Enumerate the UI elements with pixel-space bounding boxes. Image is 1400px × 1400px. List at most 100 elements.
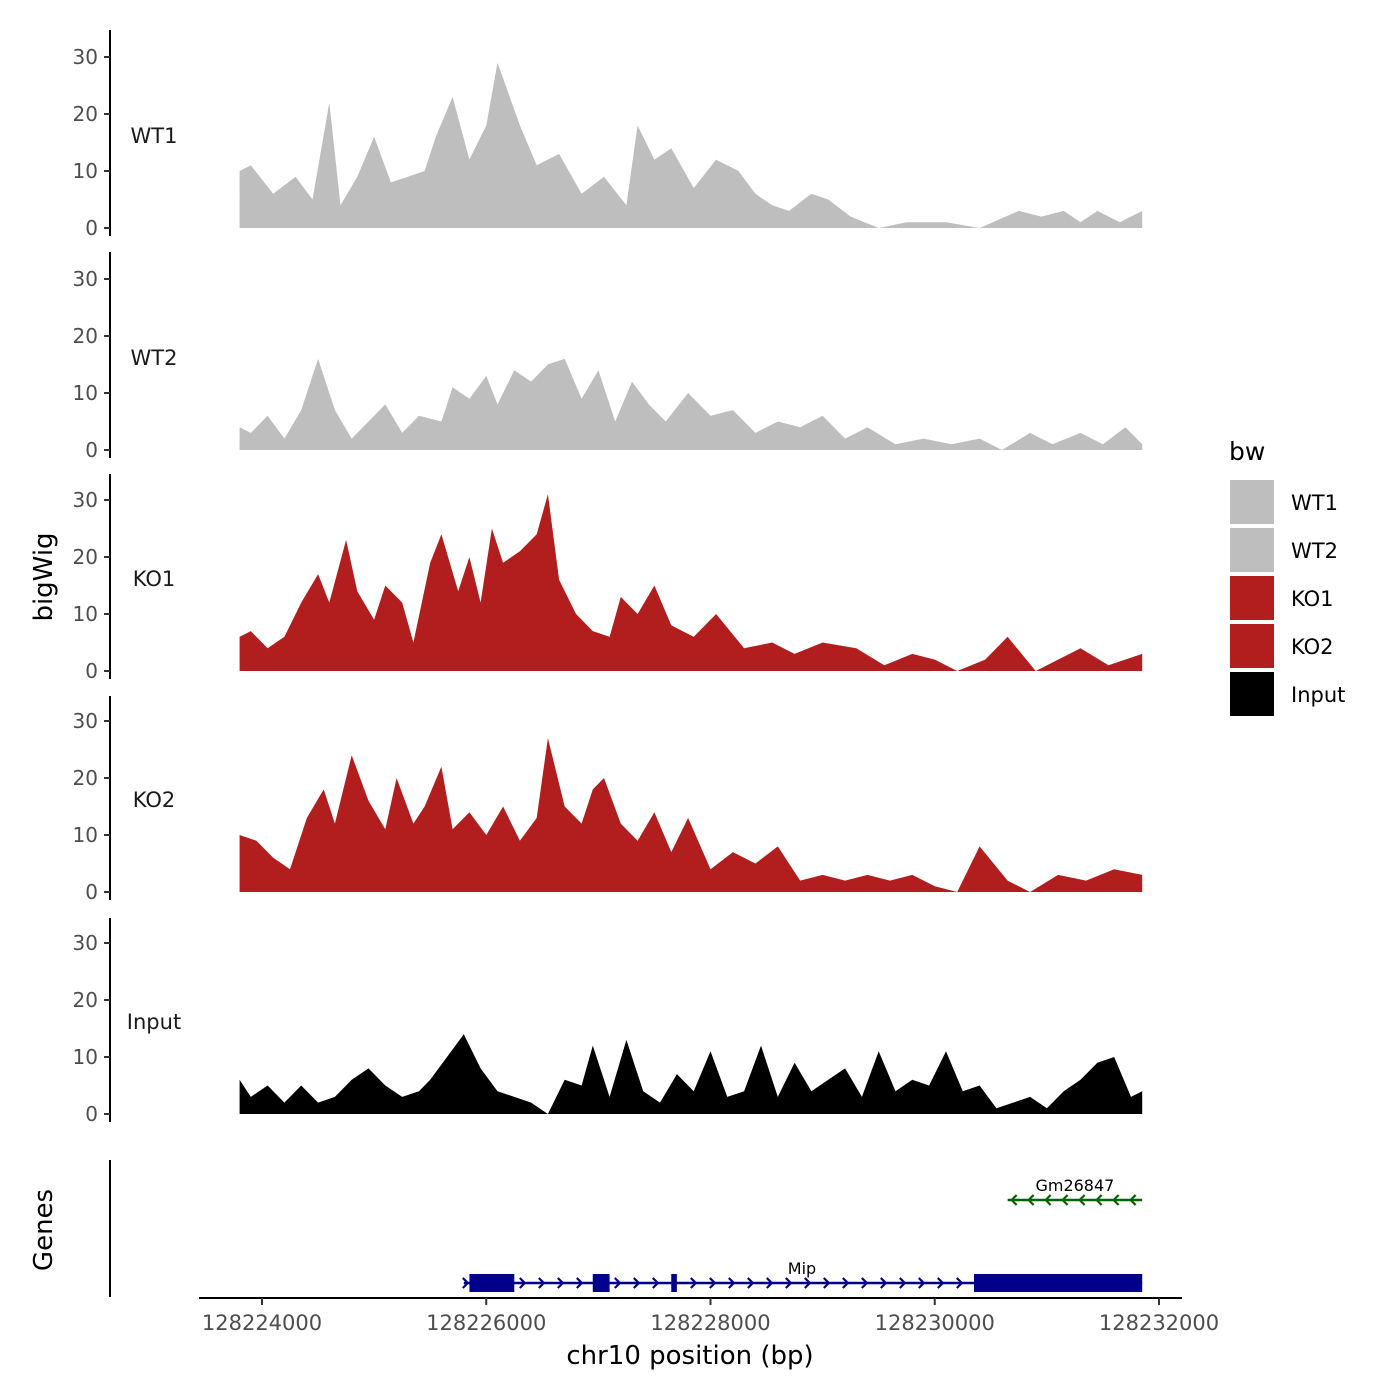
legend-title: bw: [1229, 437, 1265, 466]
area-wt2: [239, 358, 1143, 450]
y-tick-label: 0: [85, 216, 98, 240]
legend-label: WT2: [1291, 539, 1338, 563]
track-wt2: 0 10 20 30 WT2: [73, 252, 1143, 462]
strand-arrow: [785, 1277, 793, 1289]
legend: bw WT1 WT2 KO1 KO2 Input: [1229, 437, 1345, 716]
legend-label: KO1: [1291, 587, 1334, 611]
track-ko2: 0 10 20 30 KO2: [73, 696, 1143, 904]
legend-swatch: [1230, 480, 1274, 524]
y-tick-label: 30: [73, 931, 98, 955]
track-label: Input: [127, 1010, 181, 1034]
legend-swatch: [1230, 528, 1274, 572]
y-tick-label: 20: [73, 988, 98, 1012]
track-ko1: 0 10 20 30 KO1: [73, 474, 1143, 683]
track-label: KO1: [133, 567, 176, 591]
gene-name: Gm26847: [1035, 1176, 1114, 1195]
strand-arrow: [880, 1277, 888, 1289]
strand-arrow: [1010, 1194, 1018, 1206]
strand-arrow: [1095, 1194, 1103, 1206]
y-tick-label: 10: [73, 381, 98, 405]
area-ko2: [239, 738, 1143, 892]
x-axis: 128224000 128226000 128228000 128230000 1282…: [199, 1297, 1219, 1335]
track-wt1: 0 10 20 30 WT1: [73, 30, 1143, 240]
y-tick-label: 20: [73, 324, 98, 348]
area-input: [239, 1034, 1143, 1114]
strand-arrow: [937, 1277, 945, 1289]
track-label: KO2: [133, 788, 176, 812]
strand-arrow: [1061, 1194, 1069, 1206]
strand-arrow: [1044, 1194, 1052, 1206]
legend-swatch: [1230, 624, 1274, 668]
y-tick-label: 0: [85, 659, 98, 683]
y-tick-label: 20: [73, 766, 98, 790]
legend-swatch: [1230, 672, 1274, 716]
legend-item-input: Input: [1230, 672, 1345, 716]
strand-arrow: [918, 1277, 926, 1289]
strand-arrow: [709, 1277, 717, 1289]
y-tick-label: 20: [73, 545, 98, 569]
x-tick-label: 128226000: [426, 1311, 546, 1335]
legend-label: WT1: [1291, 491, 1338, 515]
y-tick-label: 10: [73, 159, 98, 183]
y-tick-label: 10: [73, 1045, 98, 1069]
track-label: WT2: [131, 346, 178, 370]
strand-arrow: [804, 1277, 812, 1289]
x-axis-title: chr10 position (bp): [566, 1341, 813, 1371]
strand-arrow: [519, 1277, 527, 1289]
y-tick-label: 30: [73, 488, 98, 512]
y-tick-label: 20: [73, 102, 98, 126]
strand-arrow: [747, 1277, 755, 1289]
x-tick-label: 128228000: [650, 1311, 770, 1335]
strand-arrow: [899, 1277, 907, 1289]
tracks: 0 10 20 30 WT1 0 10 20 30 WT2 0 10 20 30 KO1 0 10 20 30 KO2…: [73, 30, 1143, 1126]
legend-label: Input: [1291, 683, 1345, 707]
x-tick-label: 128230000: [875, 1311, 995, 1335]
strand-arrow: [728, 1277, 736, 1289]
area-wt1: [239, 62, 1143, 229]
genes-panel: Mip Gm26847: [109, 1160, 1143, 1297]
strand-arrow: [462, 1277, 470, 1289]
legend-item-wt2: WT2: [1230, 528, 1338, 572]
strand-arrow: [557, 1277, 565, 1289]
exon: [973, 1274, 1143, 1292]
strand-arrow: [633, 1277, 641, 1289]
y-tick-label: 10: [73, 602, 98, 626]
y-tick-label: 10: [73, 823, 98, 847]
gene-name: Mip: [788, 1259, 816, 1278]
legend-label: KO2: [1291, 635, 1334, 659]
exon: [469, 1274, 515, 1292]
strand-arrow: [1027, 1194, 1035, 1206]
gene-mip: Mip: [462, 1259, 1143, 1292]
y-tick-label: 0: [85, 438, 98, 462]
strand-arrow: [690, 1277, 698, 1289]
legend-swatch: [1230, 576, 1274, 620]
strand-arrow: [538, 1277, 546, 1289]
x-tick-label: 128224000: [202, 1311, 322, 1335]
strand-arrow: [576, 1277, 584, 1289]
exon: [671, 1274, 677, 1292]
strand-arrow: [1112, 1194, 1120, 1206]
legend-item-ko2: KO2: [1230, 624, 1334, 668]
strand-arrow: [1129, 1194, 1137, 1206]
exon: [592, 1274, 610, 1292]
legend-item-ko1: KO1: [1230, 576, 1334, 620]
y-tick-label: 0: [85, 880, 98, 904]
track-input: 0 10 20 30 Input: [73, 918, 1143, 1126]
strand-arrow: [842, 1277, 850, 1289]
strand-arrow: [861, 1277, 869, 1289]
strand-arrow: [652, 1277, 660, 1289]
strand-arrow: [1078, 1194, 1086, 1206]
strand-arrow: [766, 1277, 774, 1289]
genes-axis-title: Genes: [29, 1189, 59, 1271]
x-tick-label: 128232000: [1099, 1311, 1219, 1335]
y-axis-title: bigWig: [29, 532, 59, 621]
track-label: WT1: [131, 124, 178, 148]
y-tick-label: 30: [73, 709, 98, 733]
area-ko1: [239, 494, 1143, 671]
gene-gm26847: Gm26847: [1007, 1176, 1143, 1206]
strand-arrow: [956, 1277, 964, 1289]
y-tick-label: 30: [73, 45, 98, 69]
y-tick-label: 0: [85, 1102, 98, 1126]
strand-arrow: [823, 1277, 831, 1289]
